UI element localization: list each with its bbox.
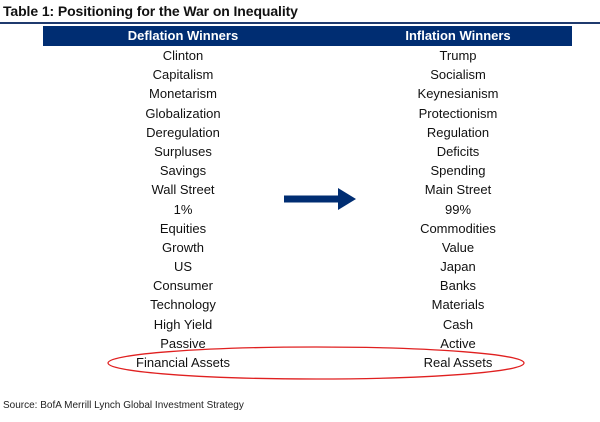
- deflation-cell: Globalization: [145, 105, 221, 121]
- table-header: Deflation Winners Inflation Winners: [43, 26, 572, 46]
- header-inflation-winners: Inflation Winners: [405, 28, 511, 43]
- highlight-ellipse: [107, 346, 525, 380]
- inflation-cell: Commodities: [420, 220, 496, 236]
- deflation-cell: Clinton: [162, 48, 204, 63]
- highlight-ellipse-outline: [107, 346, 525, 380]
- table-row: 1% 99%: [43, 200, 572, 219]
- deflation-cell: US: [173, 259, 193, 275]
- table-row: Technology Materials: [43, 295, 572, 314]
- inflation-cell: Regulation: [426, 124, 490, 140]
- table-row: Equities Commodities: [43, 219, 572, 238]
- inflation-cell: 99%: [444, 201, 472, 217]
- table-row: Deregulation Regulation: [43, 123, 572, 142]
- inflation-cell: Keynesianism: [417, 86, 499, 102]
- inflation-cell: Real Assets: [423, 355, 493, 370]
- deflation-cell: Deregulation: [146, 124, 220, 140]
- source-note: Source: BofA Merrill Lynch Global Invest…: [3, 400, 244, 411]
- table-row-highlighted: Financial Assets Real Assets: [43, 353, 572, 372]
- inflation-cell: Banks: [439, 278, 477, 294]
- deflation-cell: Wall Street: [151, 182, 215, 198]
- deflation-cell: Financial Assets: [136, 355, 230, 370]
- table-row: Capitalism Socialism: [43, 65, 572, 84]
- inflation-cell: Socialism: [430, 67, 486, 83]
- deflation-cell: Monetarism: [149, 86, 217, 102]
- table-row: Surpluses Deficits: [43, 142, 572, 161]
- right-arrow-icon: [284, 188, 356, 210]
- title-divider: [0, 22, 600, 24]
- deflation-cell: Capitalism: [152, 67, 214, 83]
- table-row: Globalization Protectionism: [43, 104, 572, 123]
- table-title: Table 1: Positioning for the War on Ineq…: [3, 3, 298, 19]
- table-row: Growth Value: [43, 238, 572, 257]
- inflation-cell: Active: [440, 335, 476, 351]
- deflation-cell: Technology: [150, 297, 216, 313]
- inflation-cell: Trump: [439, 48, 477, 63]
- table-row: Passive Active: [43, 334, 572, 353]
- inflation-cell: Protectionism: [418, 105, 498, 121]
- inflation-cell: Spending: [430, 163, 486, 179]
- table-row: Wall Street Main Street: [43, 180, 572, 199]
- table-row: Consumer Banks: [43, 276, 572, 295]
- inflation-cell: Value: [441, 239, 475, 255]
- inflation-cell: Main Street: [424, 182, 492, 198]
- inflation-cell: Materials: [431, 297, 485, 313]
- table-row: US Japan: [43, 257, 572, 276]
- table-row: Clinton Trump: [43, 46, 572, 65]
- deflation-cell: Surpluses: [154, 143, 212, 159]
- deflation-cell: Passive: [160, 335, 206, 351]
- table-row: Savings Spending: [43, 161, 572, 180]
- inflation-cell: Cash: [442, 316, 474, 332]
- arrow-shape: [284, 188, 356, 210]
- deflation-cell: Equities: [159, 220, 207, 236]
- inflation-cell: Japan: [440, 259, 476, 275]
- deflation-cell: Consumer: [153, 278, 213, 294]
- deflation-cell: High Yield: [153, 316, 213, 332]
- table-row: High Yield Cash: [43, 315, 572, 334]
- deflation-cell: Savings: [159, 163, 207, 179]
- table-body: Clinton Trump Capitalism Socialism Monet…: [43, 46, 572, 372]
- deflation-cell: Growth: [162, 239, 204, 255]
- deflation-cell: 1%: [173, 201, 193, 217]
- header-deflation-winners: Deflation Winners: [127, 28, 239, 43]
- inflation-cell: Deficits: [436, 143, 480, 159]
- table-row: Monetarism Keynesianism: [43, 84, 572, 103]
